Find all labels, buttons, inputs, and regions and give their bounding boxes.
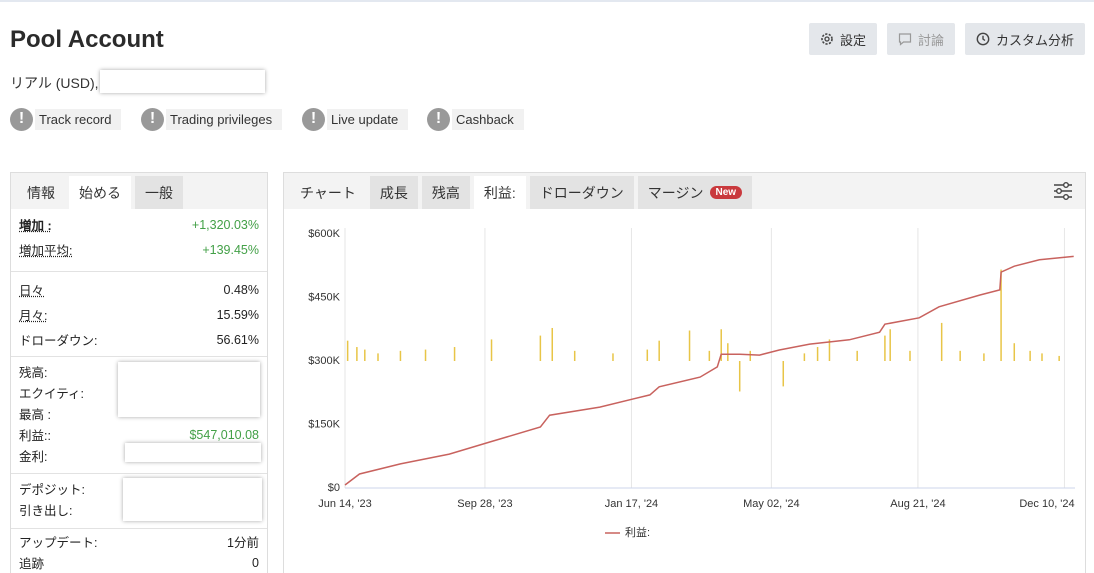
stats-tabs: 情報 始める 一般 bbox=[11, 173, 267, 209]
badge[interactable]: ! Track record bbox=[10, 107, 122, 131]
badge[interactable]: ! Cashback bbox=[427, 107, 524, 131]
tab-label: マージン bbox=[647, 184, 704, 201]
stat-label: エクイティ: bbox=[19, 387, 84, 401]
tab[interactable]: チャート bbox=[300, 184, 356, 201]
badge-label: Cashback bbox=[452, 108, 524, 130]
stat-value: +1,320.03% bbox=[191, 217, 259, 232]
stat-group: 増加 : +1,320.03% 増加平均: +139.45% bbox=[11, 209, 267, 272]
button-label: 設定 bbox=[839, 32, 866, 48]
tab[interactable]: 始める bbox=[69, 176, 131, 209]
stat-label: 利益:: bbox=[19, 429, 51, 443]
stat-label: デポジット: bbox=[19, 483, 85, 497]
stat-group: 日々 0.48% 月々: 15.59% ドローダウン: 56.61% bbox=[11, 272, 267, 357]
stat-value: +139.45% bbox=[202, 242, 259, 257]
tab[interactable]: 残高 bbox=[421, 176, 470, 209]
stat-row: 増加平均: +139.45% bbox=[19, 237, 259, 262]
stat-label: ドローダウン: bbox=[19, 334, 98, 348]
discuss-button[interactable]: 討論 bbox=[887, 23, 955, 55]
warning-icon: ! bbox=[427, 107, 450, 131]
warning-icon: ! bbox=[10, 107, 33, 131]
tab[interactable]: 利益: bbox=[473, 176, 526, 209]
stat-value: 56.61% bbox=[216, 332, 259, 347]
comment-icon bbox=[898, 33, 912, 46]
custom-analysis-button[interactable]: カスタム分析 bbox=[965, 23, 1085, 55]
stat-group: アップデート: 1分前追跡 0 bbox=[11, 529, 267, 573]
stats-rows: 増加 : +1,320.03% 増加平均: +139.45% 日々 0.48% 月々: 15.… bbox=[11, 209, 267, 573]
badge-label: Trading privileges bbox=[166, 108, 283, 130]
settings-button[interactable]: 設定 bbox=[809, 23, 877, 55]
chart-settings-icon[interactable] bbox=[1052, 180, 1074, 202]
stat-label: 最高 : bbox=[19, 408, 51, 422]
stat-row: エクイティ: bbox=[19, 382, 259, 403]
chart-panel: チャート 成長 残高 利益: ドローダウン マージン New bbox=[283, 172, 1086, 573]
clock-icon bbox=[976, 32, 990, 46]
account-title: Pool Account bbox=[10, 26, 164, 53]
redacted bbox=[123, 478, 262, 521]
tab[interactable]: ドローダウン bbox=[529, 176, 634, 209]
stat-value: $547,010.08 bbox=[189, 427, 259, 442]
redacted bbox=[118, 362, 260, 417]
stat-label: 金利: bbox=[19, 450, 48, 464]
stat-row: アップデート: 1分前 bbox=[19, 531, 259, 552]
tab[interactable]: 情報 bbox=[27, 184, 55, 201]
tab[interactable]: 成長 bbox=[369, 176, 418, 209]
stat-label: 日々 bbox=[19, 284, 45, 298]
stat-value: 15.59% bbox=[216, 307, 259, 322]
new-badge: New bbox=[709, 186, 743, 199]
tab[interactable]: マージン New bbox=[637, 176, 753, 209]
stat-value: 1分前 bbox=[227, 536, 259, 550]
badge-label: Track record bbox=[35, 108, 122, 130]
stat-value: 0 bbox=[252, 555, 259, 570]
stat-label: 増加平均: bbox=[19, 244, 73, 258]
stat-label: 引き出し: bbox=[19, 504, 73, 518]
stat-value: 0.48% bbox=[223, 282, 259, 297]
badge[interactable]: ! Live update bbox=[302, 107, 409, 131]
stat-label: 増加 : bbox=[19, 219, 52, 233]
redacted bbox=[125, 443, 261, 462]
stat-group: デポジット: 引き出し: bbox=[11, 474, 267, 529]
chart-tabs: チャート 成長 残高 利益: ドローダウン マージン New bbox=[284, 173, 1085, 209]
stat-row: 利益:: $547,010.08 bbox=[19, 424, 259, 445]
stat-row: 増加 : +1,320.03% bbox=[19, 212, 259, 237]
stat-row: 引き出し: bbox=[19, 499, 259, 520]
tab[interactable]: 一般 bbox=[135, 176, 183, 209]
stat-row: 最高 : bbox=[19, 403, 259, 424]
stat-row: デポジット: bbox=[19, 478, 259, 499]
stat-row: 残高: bbox=[19, 361, 259, 382]
warning-icon: ! bbox=[302, 107, 325, 131]
warning-icon: ! bbox=[141, 107, 164, 131]
account-type: リアル (USD), bbox=[10, 75, 99, 91]
button-label: カスタム分析 bbox=[995, 32, 1074, 48]
stat-row: 金利: bbox=[19, 445, 259, 466]
button-label: 討論 bbox=[917, 32, 944, 48]
stat-label: 月々: bbox=[19, 309, 48, 323]
redacted bbox=[100, 70, 265, 93]
stat-row: 日々 0.48% bbox=[19, 277, 259, 302]
stat-row: 月々: 15.59% bbox=[19, 302, 259, 327]
stat-label: 残高: bbox=[19, 366, 48, 380]
stat-row: 追跡 0 bbox=[19, 552, 259, 573]
badge[interactable]: ! Trading privileges bbox=[141, 107, 283, 131]
gear-icon bbox=[821, 33, 833, 45]
badge-label: Live update bbox=[327, 108, 409, 130]
stat-row: ドローダウン: 56.61% bbox=[19, 327, 259, 352]
stat-label: アップデート: bbox=[19, 536, 98, 550]
stat-label: 追跡 bbox=[19, 557, 45, 571]
